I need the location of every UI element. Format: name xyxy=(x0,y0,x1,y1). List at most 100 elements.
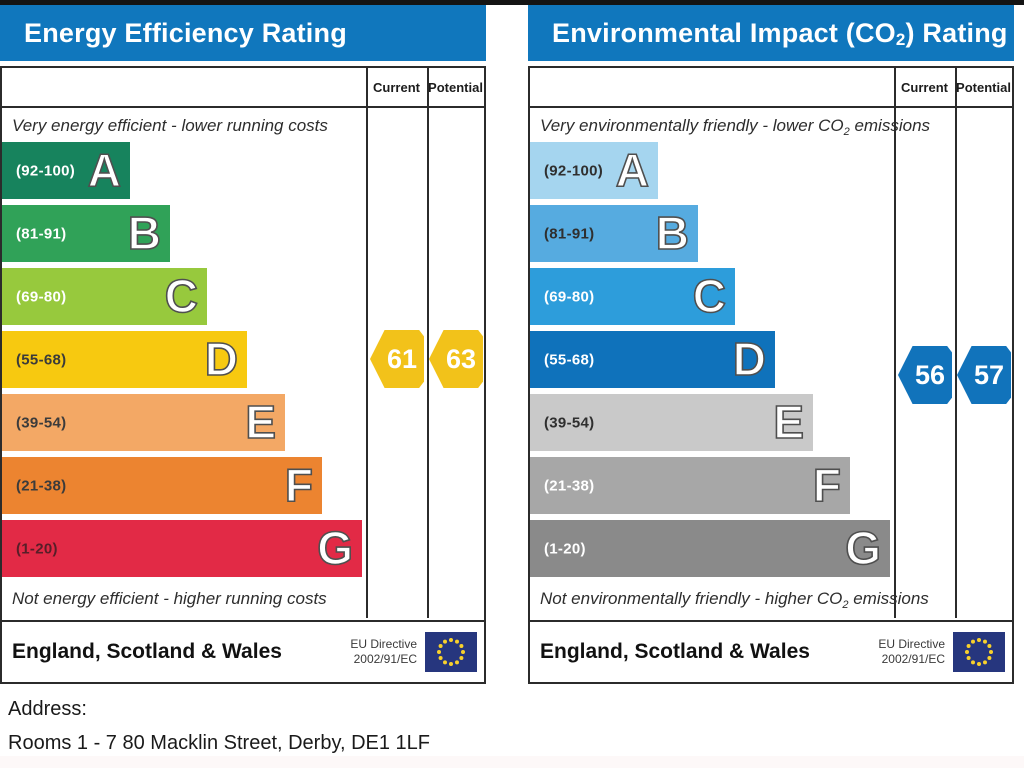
band-f-letter: F xyxy=(812,458,842,512)
band-c-letter: C xyxy=(692,269,727,323)
eu-directive-line2: 2002/91/EC xyxy=(881,652,945,666)
band-f-range: (21-38) xyxy=(544,477,595,494)
band-a-bar: (92-100) A xyxy=(2,142,130,199)
band-c-bar: (69-80) C xyxy=(2,268,207,325)
band-row-d: (55-68) D xyxy=(530,331,1012,388)
band-row-f: (21-38) F xyxy=(530,457,1012,514)
energy-efficiency-title-bar: Energy Efficiency Rating xyxy=(0,5,486,61)
band-g-range: (1-20) xyxy=(544,540,586,557)
eu-directive-label: EU Directive 2002/91/EC xyxy=(878,637,945,667)
band-d-range: (55-68) xyxy=(544,351,595,368)
band-g-bar: (1-20) G xyxy=(2,520,362,577)
band-row-b: (81-91) B xyxy=(530,205,1012,262)
band-d-range: (55-68) xyxy=(16,351,67,368)
chart-title-text: Energy Efficiency Rating xyxy=(24,17,347,48)
band-b-letter: B xyxy=(127,206,162,260)
energy-rating-table: Current Potential Very energy efficient … xyxy=(0,66,486,684)
column-divider xyxy=(894,68,896,618)
band-g-letter: G xyxy=(844,521,881,575)
band-a-letter: A xyxy=(87,143,122,197)
band-b-range: (81-91) xyxy=(16,225,67,242)
band-f-range: (21-38) xyxy=(16,477,67,494)
caption-text: Not energy efficient - higher running co… xyxy=(12,589,327,608)
table-header-row: Current Potential xyxy=(530,68,1012,108)
current-rating-value: 56 xyxy=(914,359,946,390)
band-a-range: (92-100) xyxy=(16,162,76,179)
band-c-letter: C xyxy=(164,269,199,323)
band-e-letter: E xyxy=(245,395,277,449)
co2-rating-table: Current Potential Very environmentally f… xyxy=(528,66,1014,684)
energy-efficiency-chart: Energy Efficiency Rating Current Potenti… xyxy=(0,5,486,684)
bottom-border-strip xyxy=(0,756,1024,768)
table-header-row: Current Potential xyxy=(2,68,484,108)
region-label: England, Scotland & Wales xyxy=(540,640,810,663)
environmental-impact-chart: Environmental Impact (CO 2) Rating Curren… xyxy=(528,5,1014,684)
band-f-bar: (21-38) F xyxy=(2,457,322,514)
region-label: England, Scotland & Wales xyxy=(12,640,282,663)
band-b-letter: B xyxy=(655,206,690,260)
band-a-bar: (92-100) A xyxy=(530,142,658,199)
band-row-e: (39-54) E xyxy=(2,394,484,451)
band-g-letter: G xyxy=(316,521,353,575)
top-border-strip xyxy=(0,0,1024,5)
potential-column-header: Potential xyxy=(428,79,483,95)
eu-directive-line1: EU Directive xyxy=(878,637,945,651)
band-row-d: (55-68) D xyxy=(2,331,484,388)
band-e-bar: (39-54) E xyxy=(2,394,285,451)
table-footer-row: England, Scotland & Wales EU Directive 2… xyxy=(2,620,484,682)
caption-text: Very environmentally friendly - lower CO xyxy=(540,116,844,135)
caption-top: Very environmentally friendly - lower CO… xyxy=(530,108,1012,142)
band-row-g: (1-20) G xyxy=(530,520,1012,577)
bands-list: (92-100) A (81-91) B (69-80) C (55-68) D (39… xyxy=(2,142,484,577)
caption-text-tail: emissions xyxy=(849,116,931,135)
address-label: Address: xyxy=(8,698,87,720)
band-area: Very environmentally friendly - lower CO… xyxy=(530,108,1012,618)
caption-bottom: Not environmentally friendly - higher CO… xyxy=(530,583,1012,613)
band-row-c: (69-80) C xyxy=(530,268,1012,325)
header-spacer xyxy=(530,68,894,106)
column-divider xyxy=(366,68,368,618)
band-d-bar: (55-68) D xyxy=(2,331,247,388)
address-value: Rooms 1 - 7 80 Macklin Street, Derby, DE… xyxy=(8,732,431,754)
band-row-c: (69-80) C xyxy=(2,268,484,325)
caption-subscript: 2 xyxy=(843,126,850,138)
band-row-f: (21-38) F xyxy=(2,457,484,514)
band-c-bar: (69-80) C xyxy=(530,268,735,325)
band-row-e: (39-54) E xyxy=(530,394,1012,451)
eu-directive-line1: EU Directive xyxy=(350,637,417,651)
band-e-bar: (39-54) E xyxy=(530,394,813,451)
current-column-header: Current xyxy=(901,79,948,95)
band-area: Very energy efficient - lower running co… xyxy=(2,108,484,618)
band-b-bar: (81-91) B xyxy=(2,205,170,262)
band-e-range: (39-54) xyxy=(16,414,67,431)
current-rating-value: 61 xyxy=(386,343,418,374)
bands-list: (92-100) A (81-91) B (69-80) C (55-68) D (39… xyxy=(530,142,1012,577)
chart-title-text: Environmental Impact (CO xyxy=(552,17,896,48)
caption-subscript: 2 xyxy=(842,599,849,611)
band-d-bar: (55-68) D xyxy=(530,331,775,388)
potential-rating-value: 57 xyxy=(973,359,1005,390)
band-row-a: (92-100) A xyxy=(2,142,484,199)
eu-directive-line2: 2002/91/EC xyxy=(353,652,417,666)
band-g-range: (1-20) xyxy=(16,540,58,557)
eu-directive-label: EU Directive 2002/91/EC xyxy=(350,637,417,667)
potential-rating-value: 63 xyxy=(445,343,477,374)
caption-text: Very energy efficient - lower running co… xyxy=(12,116,328,135)
band-f-bar: (21-38) F xyxy=(530,457,850,514)
current-column-header: Current xyxy=(373,79,420,95)
band-g-bar: (1-20) G xyxy=(530,520,890,577)
header-spacer xyxy=(2,68,366,106)
column-divider xyxy=(427,68,429,618)
band-e-letter: E xyxy=(773,395,805,449)
band-f-letter: F xyxy=(284,458,314,512)
caption-top: Very energy efficient - lower running co… xyxy=(2,108,484,142)
eu-flag-icon xyxy=(425,632,477,672)
band-c-range: (69-80) xyxy=(544,288,595,305)
caption-text: Not environmentally friendly - higher CO xyxy=(540,589,843,608)
band-b-bar: (81-91) B xyxy=(530,205,698,262)
band-row-a: (92-100) A xyxy=(530,142,1012,199)
band-row-b: (81-91) B xyxy=(2,205,484,262)
band-d-letter: D xyxy=(732,332,767,386)
column-divider xyxy=(955,68,957,618)
